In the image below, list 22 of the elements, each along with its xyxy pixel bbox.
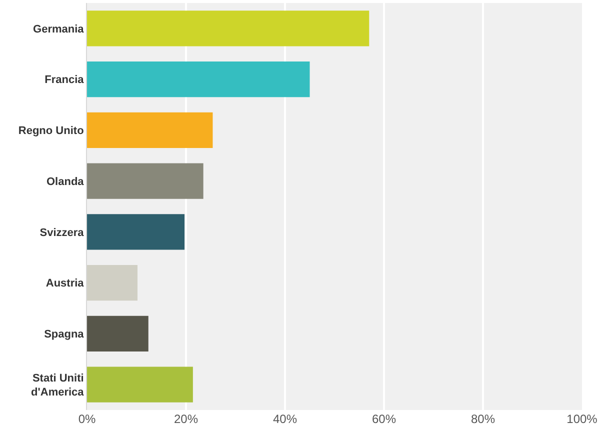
x-tick-label: 20%: [174, 412, 198, 426]
bar: [87, 316, 148, 352]
bar: [87, 112, 213, 148]
x-tick-label: 80%: [470, 412, 496, 426]
y-tick-label: Spagna: [44, 328, 85, 341]
y-tick-label: Svizzera: [40, 226, 85, 239]
y-tick-label: Regno Unito: [18, 125, 84, 138]
y-tick-label: Stati Uniti d'America: [31, 372, 85, 399]
y-tick-label: Olanda: [46, 176, 85, 188]
bar: [87, 265, 138, 301]
x-tick-label: 60%: [372, 412, 396, 426]
y-tick-label: Francia: [44, 74, 85, 86]
x-tick-label: 40%: [272, 412, 298, 426]
bar: [87, 10, 370, 46]
x-tick-label: 100%: [566, 412, 598, 426]
y-tick-label: Germania: [33, 23, 85, 36]
x-tick-label: 0%: [78, 412, 96, 426]
y-tick-label: Austria: [46, 278, 85, 290]
bar: [87, 62, 310, 98]
bar: [87, 214, 185, 250]
bar: [87, 163, 204, 199]
bar: [87, 366, 193, 402]
